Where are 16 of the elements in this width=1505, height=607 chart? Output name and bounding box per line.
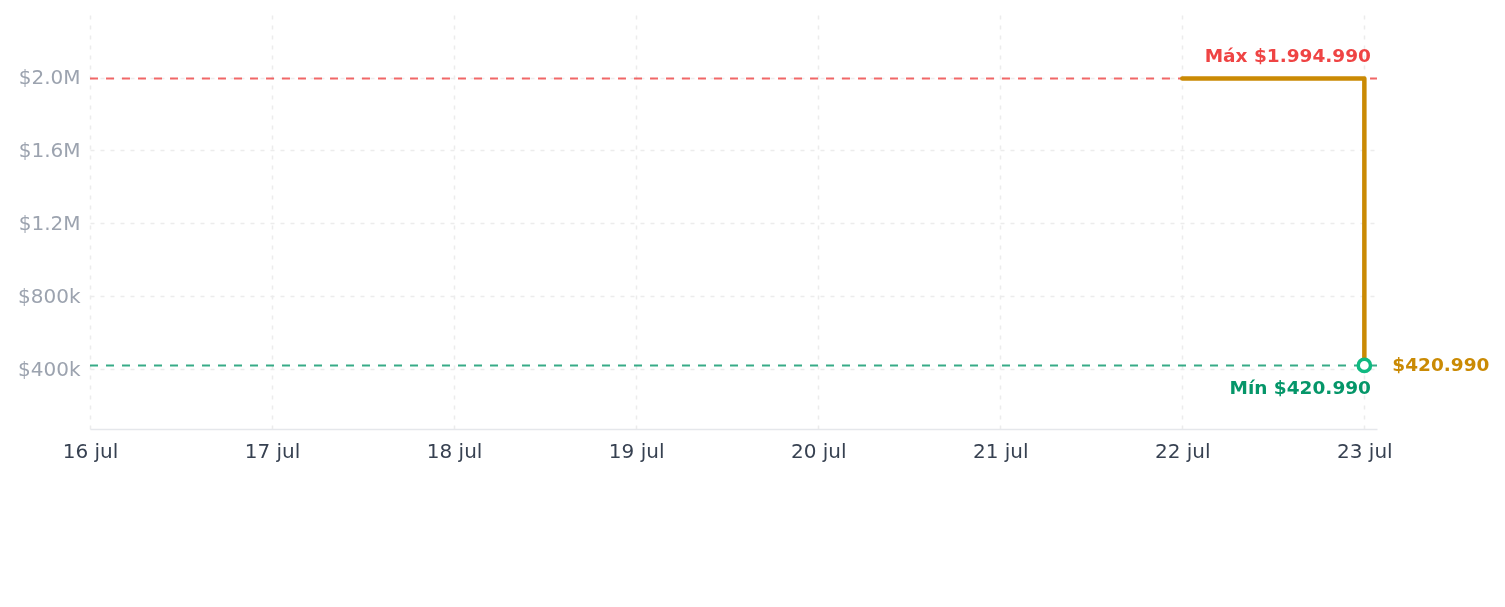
x-tick-label: 23 jul bbox=[1337, 438, 1393, 463]
y-tick-label: $1.2M bbox=[18, 210, 81, 235]
x-tick-label: 18 jul bbox=[426, 438, 483, 463]
ref-line-label: Máx $1.994.990 bbox=[1204, 45, 1371, 67]
x-tick-label: 16 jul bbox=[62, 438, 119, 463]
x-tick-label: 19 jul bbox=[608, 438, 665, 463]
ref-line-label: Mín $420.990 bbox=[1229, 377, 1371, 399]
y-tick-label: $1.6M bbox=[18, 137, 81, 162]
x-tick-label: 22 jul bbox=[1155, 438, 1211, 463]
annotation: $420.990 bbox=[1392, 354, 1490, 376]
x-tick-label: 21 jul bbox=[972, 438, 1029, 463]
x-tick-label: 20 jul bbox=[790, 438, 847, 463]
x-tick-label: 17 jul bbox=[244, 438, 301, 463]
y-tick-label: $800k bbox=[18, 283, 81, 308]
y-tick-label: $400k bbox=[18, 356, 81, 381]
y-tick-label: $2.0M bbox=[18, 65, 81, 90]
